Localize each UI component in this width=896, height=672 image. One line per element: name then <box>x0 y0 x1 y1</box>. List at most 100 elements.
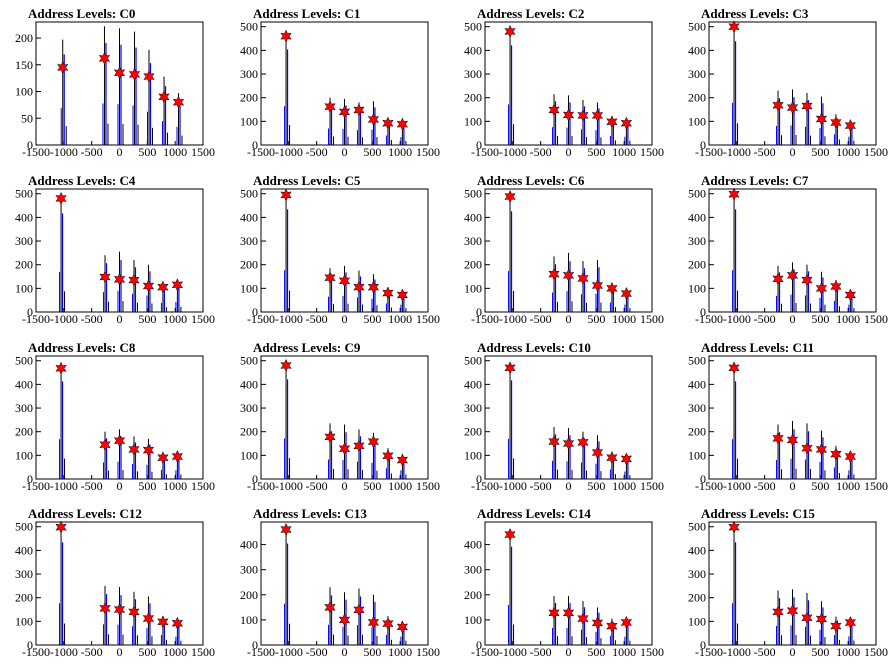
peak-marker <box>171 449 184 464</box>
peak-marker <box>606 281 618 295</box>
x-tick-label: -1500 <box>22 312 50 326</box>
x-tick-label: 0 <box>117 479 123 493</box>
peak-marker <box>55 191 67 206</box>
peak-marker <box>801 611 813 625</box>
x-tick-label: -1000 <box>50 645 78 659</box>
peak-marker <box>548 103 560 117</box>
y-tick-label: 500 <box>240 354 258 368</box>
x-tick-label: 1500 <box>640 645 664 659</box>
peak-marker <box>280 358 292 373</box>
x-tick-label: 1000 <box>163 479 187 493</box>
x-tick-label: 0 <box>342 145 348 159</box>
y-tick-label: 150 <box>15 58 33 72</box>
panel-title: Address Levels: C3 <box>701 6 809 21</box>
peak-marker <box>562 268 575 282</box>
y-tick-label: 400 <box>240 377 258 391</box>
y-tick-label: 100 <box>688 614 706 628</box>
y-tick-label: 400 <box>464 538 482 552</box>
x-tick-label: 500 <box>811 479 829 493</box>
x-tick-label: -1000 <box>275 312 303 326</box>
x-tick-label: 1500 <box>191 145 215 159</box>
y-tick-label: 400 <box>464 210 482 224</box>
peak-marker <box>99 270 111 284</box>
histogram-panel-0: Address Levels: C0 0 50 100 150 200 -1500 -1000… <box>15 6 215 159</box>
x-tick-label: -1000 <box>499 312 527 326</box>
histogram-panel-14: Address Levels: C14 0 100 200 300 400 -1500 -10… <box>464 506 664 659</box>
x-tick-label: -1500 <box>247 312 275 326</box>
histogram-panel-11: Address Levels: C11 0 100 200 300 400 500 -1500… <box>688 340 888 493</box>
peak-marker <box>367 615 380 630</box>
histogram-panel-12: Address Levels: C12 0 100 200 300 400 500 -1500… <box>15 506 215 659</box>
peak-marker <box>844 288 857 302</box>
y-tick-label: 0 <box>700 638 706 652</box>
peak-marker <box>504 361 516 375</box>
peak-marker <box>128 67 141 82</box>
x-tick-label: 1500 <box>191 479 215 493</box>
x-tick-label: 1000 <box>163 312 187 326</box>
x-tick-label: 500 <box>587 145 605 159</box>
x-tick-label: 1500 <box>640 479 664 493</box>
x-tick-label: -1500 <box>471 312 499 326</box>
peak-marker <box>562 108 575 122</box>
y-tick-label: 300 <box>464 67 482 81</box>
peak-marker <box>844 118 857 133</box>
y-tick-label: 0 <box>700 472 706 486</box>
y-tick-label: 300 <box>464 401 482 415</box>
x-tick-label: 1000 <box>388 645 412 659</box>
y-tick-label: 200 <box>464 425 482 439</box>
y-tick-label: 500 <box>240 20 258 34</box>
peak-marker <box>55 520 67 534</box>
x-tick-label: 0 <box>342 312 348 326</box>
y-tick-label: 400 <box>688 210 706 224</box>
peak-marker <box>353 603 365 617</box>
x-tick-label: -500 <box>81 145 103 159</box>
histogram-panel-9: Address Levels: C90100200300400500-1500-… <box>240 340 440 493</box>
x-tick-label: 1500 <box>640 145 664 159</box>
y-tick-label: 200 <box>464 91 482 105</box>
peak-marker <box>113 272 126 286</box>
peak-marker <box>143 69 155 84</box>
y-tick-label: 400 <box>464 377 482 391</box>
peak-marker <box>113 434 126 448</box>
peak-marker <box>772 605 784 619</box>
y-tick-label: 100 <box>15 85 33 99</box>
x-tick-label: -1000 <box>499 145 527 159</box>
y-tick-label: 0 <box>252 638 258 652</box>
peak-marker <box>620 615 633 630</box>
peak-marker <box>591 278 604 293</box>
y-tick-label: 200 <box>240 91 258 105</box>
x-tick-label: -1000 <box>275 479 303 493</box>
y-tick-label: 300 <box>688 234 706 248</box>
y-tick-label: 500 <box>464 354 482 368</box>
panel-title: Address Levels: C2 <box>477 6 584 21</box>
y-tick-label: 100 <box>464 613 482 627</box>
y-tick-label: 100 <box>240 613 258 627</box>
x-tick-label: -500 <box>81 645 103 659</box>
x-tick-label: 1000 <box>163 645 187 659</box>
peak-marker <box>396 117 409 131</box>
x-tick-label: 0 <box>117 312 123 326</box>
x-tick-label: -1000 <box>275 145 303 159</box>
y-tick-label: 400 <box>688 43 706 57</box>
peak-marker <box>606 451 618 465</box>
y-tick-label: 100 <box>15 614 33 628</box>
x-tick-label: 0 <box>342 479 348 493</box>
peak-marker <box>801 273 813 287</box>
x-tick-label: 500 <box>587 645 605 659</box>
x-tick-label: 500 <box>138 645 156 659</box>
y-tick-label: 300 <box>15 567 33 581</box>
peak-marker <box>620 286 633 301</box>
x-tick-label: -500 <box>754 645 776 659</box>
histogram-panel-1: Address Levels: C10100200300400500-1500-… <box>240 6 440 159</box>
histogram-panel-7: Address Levels: C70100200300400500-1500-… <box>688 173 888 326</box>
y-tick-label: 0 <box>252 305 258 319</box>
y-tick-label: 50 <box>21 111 33 125</box>
peak-marker <box>367 435 380 449</box>
x-tick-label: 1500 <box>864 145 888 159</box>
y-tick-label: 0 <box>252 138 258 152</box>
x-tick-label: -500 <box>754 312 776 326</box>
y-tick-label: 200 <box>688 425 706 439</box>
peak-marker <box>157 280 169 294</box>
y-tick-label: 100 <box>240 281 258 295</box>
y-tick-label: 100 <box>240 114 258 128</box>
